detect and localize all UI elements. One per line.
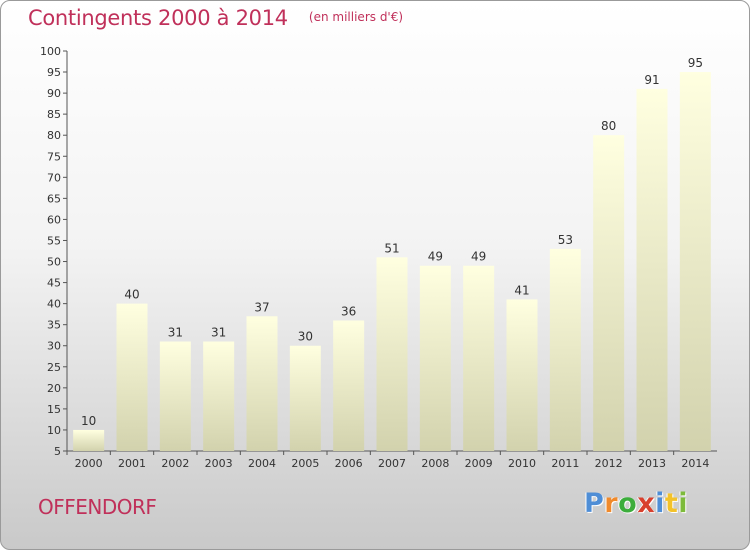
bars bbox=[73, 72, 711, 452]
bar bbox=[246, 316, 278, 451]
y-tick-label: 40 bbox=[47, 298, 61, 311]
y-tick-label: 45 bbox=[47, 277, 61, 290]
data-label: 30 bbox=[298, 330, 313, 344]
logo-letter: P bbox=[584, 488, 605, 519]
y-tick-label: 100 bbox=[40, 45, 61, 58]
x-tick-label: 2002 bbox=[161, 457, 189, 470]
data-label: 31 bbox=[211, 326, 226, 340]
y-tick-label: 85 bbox=[47, 108, 61, 121]
y-tick-label: 35 bbox=[47, 319, 61, 332]
data-label: 10 bbox=[81, 414, 96, 428]
bar bbox=[549, 248, 581, 451]
logo-letter: i bbox=[655, 488, 665, 519]
bar bbox=[419, 265, 451, 451]
data-label: 40 bbox=[124, 288, 139, 302]
x-tick-label: 2014 bbox=[681, 457, 709, 470]
bar bbox=[159, 341, 191, 451]
y-tick-label: 65 bbox=[47, 192, 61, 205]
y-tick-label: 55 bbox=[47, 234, 61, 247]
chart-subtitle: (en milliers d'€) bbox=[308, 10, 404, 24]
data-label: 41 bbox=[514, 283, 529, 297]
y-tick-label: 70 bbox=[47, 171, 61, 184]
bar bbox=[116, 303, 148, 451]
x-tick-label: 2001 bbox=[118, 457, 146, 470]
data-label: 49 bbox=[428, 250, 443, 264]
bar bbox=[289, 345, 321, 451]
y-tick-label: 30 bbox=[47, 340, 61, 353]
title-row: Contingents 2000 à 2014 (en milliers d'€… bbox=[28, 6, 403, 30]
commune-name: OFFENDORF bbox=[38, 495, 157, 519]
chart-title: Contingents 2000 à 2014 bbox=[28, 6, 288, 30]
y-tick-label: 15 bbox=[47, 403, 61, 416]
logo-letter: o bbox=[618, 488, 638, 519]
data-label: 80 bbox=[601, 119, 616, 133]
logo-letter: i bbox=[678, 488, 689, 519]
data-label: 31 bbox=[168, 326, 183, 340]
y-tick-label: 60 bbox=[47, 213, 61, 226]
bar bbox=[73, 429, 105, 451]
y-tick-label: 95 bbox=[47, 66, 61, 79]
y-tick-label: 80 bbox=[47, 129, 61, 142]
bar bbox=[593, 135, 625, 452]
data-labels: 10 40 31 31 37 30 36 51 49 49 41 53 80 91 95 bbox=[81, 56, 703, 428]
logo-letter: r bbox=[604, 488, 619, 519]
bar bbox=[636, 88, 668, 451]
logo-letter: x bbox=[637, 488, 656, 519]
x-axis: 2000 2001 2002 2003 2004 2005 2006 2007 2008 2009… bbox=[66, 450, 717, 470]
y-tick-label: 25 bbox=[47, 361, 61, 374]
x-tick-label: 2010 bbox=[508, 457, 536, 470]
data-label: 51 bbox=[384, 241, 399, 255]
x-tick-label: 2008 bbox=[421, 457, 449, 470]
x-tick-label: 2003 bbox=[205, 457, 233, 470]
bar bbox=[679, 72, 711, 451]
bar bbox=[203, 341, 235, 451]
x-tick-label: 2005 bbox=[291, 457, 319, 470]
bar bbox=[463, 265, 495, 451]
x-tick-label: 2009 bbox=[465, 457, 493, 470]
y-tick-label: 5 bbox=[54, 445, 61, 458]
x-tick-label: 2013 bbox=[638, 457, 666, 470]
x-tick-label: 2000 bbox=[75, 457, 103, 470]
data-label: 95 bbox=[688, 56, 703, 70]
y-tick-label: 20 bbox=[47, 382, 61, 395]
proxiti-logo: Proxiti bbox=[584, 488, 688, 519]
data-label: 53 bbox=[558, 233, 573, 247]
x-tick-label: 2004 bbox=[248, 457, 276, 470]
data-label: 36 bbox=[341, 304, 356, 318]
x-tick-label: 2006 bbox=[335, 457, 363, 470]
y-tick-label: 75 bbox=[47, 150, 61, 163]
y-tick-label: 90 bbox=[47, 87, 61, 100]
data-label: 49 bbox=[471, 250, 486, 264]
x-tick-label: 2012 bbox=[595, 457, 623, 470]
y-tick-label: 10 bbox=[47, 424, 61, 437]
y-tick-label: 50 bbox=[47, 256, 61, 269]
x-tick-label: 2011 bbox=[551, 457, 579, 470]
data-label: 37 bbox=[254, 300, 269, 314]
bar bbox=[333, 320, 365, 451]
data-label: 91 bbox=[644, 73, 659, 87]
bar bbox=[506, 299, 538, 451]
x-tick-label: 2007 bbox=[378, 457, 406, 470]
y-axis: 5 10 15 20 25 30 35 40 45 50 55 60 65 70 75 80 85 90 95 100 bbox=[40, 45, 68, 458]
logo-letter: t bbox=[664, 488, 679, 519]
bar bbox=[376, 257, 408, 451]
